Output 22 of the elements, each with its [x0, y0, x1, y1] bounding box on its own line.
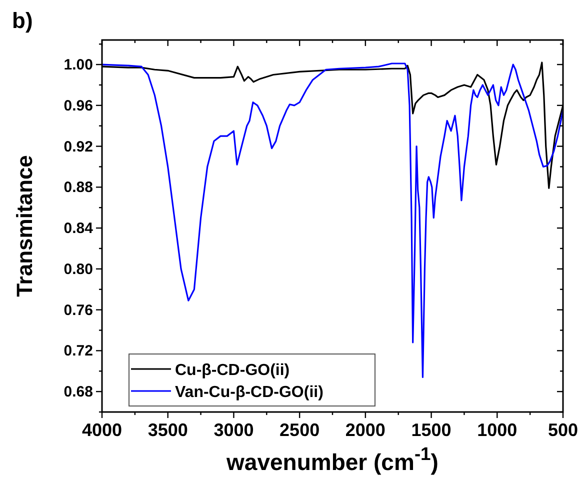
x-tick-label: 4000	[82, 420, 122, 440]
chart-title: b)	[12, 8, 33, 33]
x-tick-label: 3500	[148, 420, 188, 440]
x-tick-label: 2500	[280, 420, 320, 440]
x-axis-title: wavenumber (cm$^{-1}$)	[226, 442, 438, 475]
y-tick-label: 0.96	[64, 97, 93, 114]
x-tick-label: 3000	[214, 420, 254, 440]
x-tick-label: 1500	[411, 420, 452, 440]
legend-label: Cu-β-CD-GO(ii)	[175, 362, 290, 379]
x-tick-label: 1000	[477, 420, 518, 440]
y-tick-label: 0.84	[64, 220, 94, 238]
y-tick-label: 0.80	[64, 260, 93, 278]
y-tick-label: 0.76	[64, 302, 93, 319]
y-axis-title: Transmitance	[12, 155, 37, 297]
y-tick-label: 0.68	[64, 384, 93, 401]
y-tick-label: 0.92	[64, 138, 93, 156]
legend-label: Van-Cu-β-CD-GO(ii)	[175, 384, 324, 401]
x-tick-label: 500	[548, 420, 578, 440]
y-tick-label: 0.88	[64, 179, 93, 196]
y-tick-label: 1.00	[64, 56, 93, 74]
y-tick-label: 0.72	[64, 342, 93, 360]
x-tick-label: 2000	[345, 420, 386, 440]
